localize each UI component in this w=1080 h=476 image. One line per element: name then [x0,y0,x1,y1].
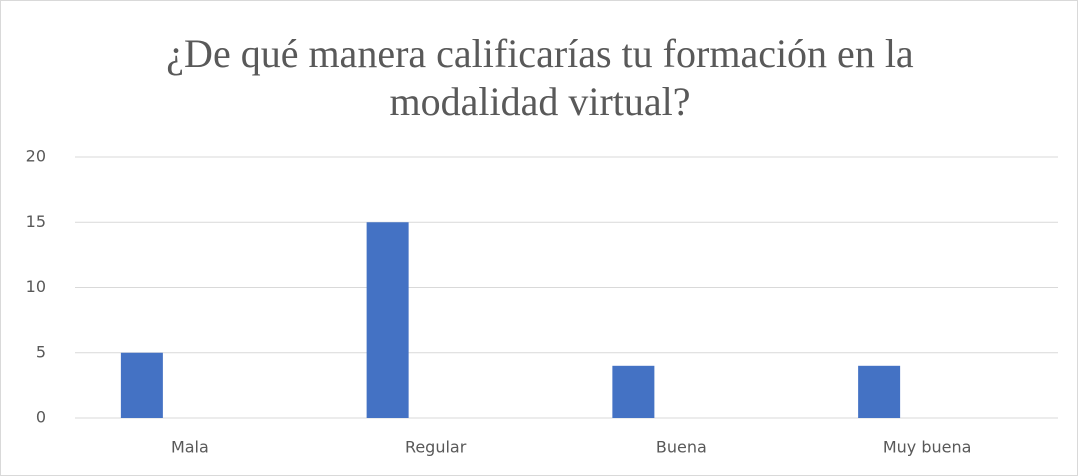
bar [858,365,901,418]
y-tick-label: 5 [36,342,46,361]
x-tick-label: Regular [405,438,467,457]
bar [612,365,655,418]
y-tick-label: 10 [26,277,46,296]
y-tick-label: 0 [36,408,46,427]
x-tick-label: Buena [656,438,707,457]
x-tick-label: Mala [171,438,209,457]
bar [120,352,163,418]
bar [366,222,409,418]
y-tick-label: 15 [26,212,46,231]
y-tick-label: 20 [26,147,46,166]
chart-title: ¿De qué manera calificarías tu formación… [166,31,914,124]
x-tick-label: Muy buena [883,438,972,457]
